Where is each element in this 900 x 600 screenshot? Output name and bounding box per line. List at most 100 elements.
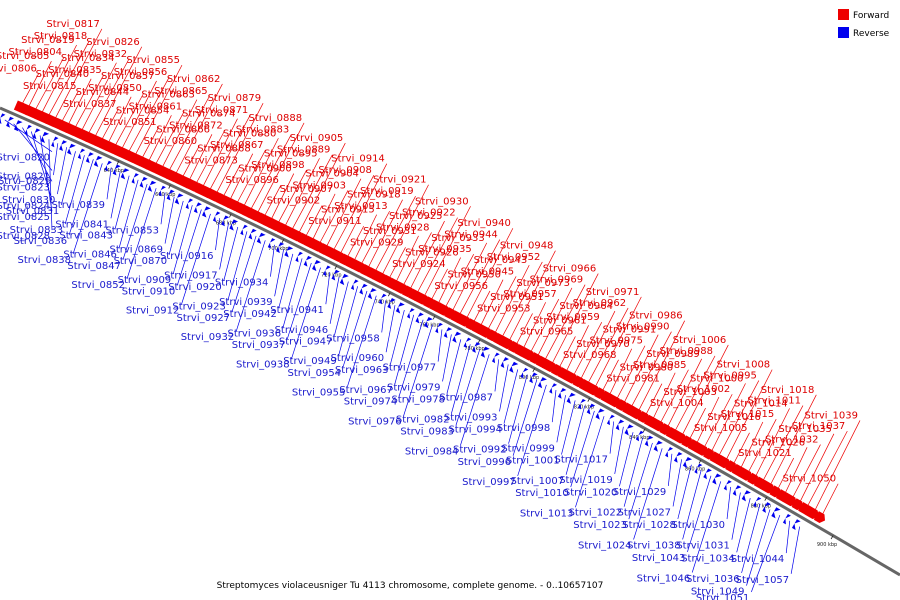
forward-gene-label[interactable]: Strvi_0879: [208, 93, 262, 104]
forward-gene-label[interactable]: Strvi_0804: [8, 47, 62, 58]
forward-gene-label[interactable]: Strvi_0867: [210, 140, 264, 151]
forward-gene-label[interactable]: Strvi_1000: [690, 373, 744, 384]
reverse-gene-label[interactable]: Strvi_0823: [0, 182, 50, 193]
reverse-gene-label[interactable]: Strvi_0828: [0, 231, 50, 242]
forward-gene-label[interactable]: Strvi_0921: [373, 175, 427, 186]
forward-gene-label[interactable]: Strvi_0991: [603, 325, 657, 336]
forward-gene-label[interactable]: Strvi_0980: [620, 363, 674, 374]
forward-gene-label[interactable]: Strvi_0948: [500, 241, 554, 252]
reverse-gene-label[interactable]: Strvi_0836: [14, 236, 68, 247]
reverse-gene-label[interactable]: Strvi_0994: [448, 425, 502, 436]
forward-gene-label[interactable]: Strvi_0862: [167, 74, 221, 85]
forward-gene-label[interactable]: Strvi_1026: [752, 437, 806, 448]
forward-gene-label[interactable]: Strvi_0962: [573, 298, 627, 309]
reverse-gene-label[interactable]: Strvi_0934: [215, 278, 269, 289]
forward-gene-label[interactable]: Strvi_1002: [677, 384, 731, 395]
reverse-gene-label[interactable]: Strvi_0947: [279, 337, 333, 348]
forward-gene-label[interactable]: Strvi_0805: [0, 51, 49, 62]
reverse-gene-label[interactable]: Strvi_0825: [0, 212, 50, 223]
reverse-gene-label[interactable]: Strvi_1023: [573, 520, 627, 531]
reverse-gene-label[interactable]: Strvi_0909: [118, 275, 172, 286]
reverse-gene-label[interactable]: Strvi_0946: [275, 325, 329, 336]
forward-gene-label[interactable]: Strvi_0924: [392, 259, 446, 270]
forward-gene-label[interactable]: Strvi_0933: [431, 233, 485, 244]
forward-gene-label[interactable]: Strvi_0860: [144, 136, 198, 147]
reverse-gene-label[interactable]: Strvi_0841: [55, 219, 109, 230]
forward-gene-label[interactable]: Strvi_0818: [34, 31, 88, 42]
reverse-gene-label[interactable]: Strvi_1043: [632, 553, 686, 564]
forward-gene-label[interactable]: Strvi_0844: [76, 87, 130, 98]
forward-gene-label[interactable]: Strvi_0957: [503, 289, 557, 300]
forward-gene-label[interactable]: Strvi_0900: [238, 164, 292, 175]
forward-gene-label[interactable]: Strvi_0969: [530, 275, 584, 286]
forward-gene-label[interactable]: Strvi_0971: [586, 287, 640, 298]
forward-gene-label[interactable]: Strvi_0866: [156, 124, 210, 135]
forward-gene-label[interactable]: Strvi_0995: [703, 371, 757, 382]
reverse-gene-label[interactable]: Strvi_0958: [326, 333, 380, 344]
forward-gene-label[interactable]: Strvi_0835: [48, 65, 102, 76]
forward-gene-label[interactable]: Strvi_0834: [61, 53, 115, 64]
reverse-gene-label[interactable]: Strvi_0942: [223, 309, 277, 320]
reverse-gene-label[interactable]: Strvi_1031: [676, 541, 730, 552]
forward-gene-label[interactable]: Strvi_0880: [223, 128, 277, 139]
reverse-gene-label[interactable]: Strvi_0820: [0, 153, 50, 164]
forward-gene-label[interactable]: Strvi_0883: [236, 125, 290, 136]
forward-gene-label[interactable]: Strvi_0863: [141, 90, 195, 101]
forward-gene-label[interactable]: Strvi_0817: [46, 19, 100, 30]
forward-gene-label[interactable]: Strvi_0988: [659, 346, 713, 357]
reverse-gene-label[interactable]: Strvi_0967: [339, 385, 393, 396]
reverse-gene-label[interactable]: Strvi_1057: [736, 575, 790, 586]
forward-gene-label[interactable]: Strvi_1014: [734, 398, 788, 409]
reverse-gene-label[interactable]: Strvi_0939: [219, 297, 273, 308]
forward-gene-label[interactable]: Strvi_0826: [86, 37, 140, 48]
forward-gene-label[interactable]: Strvi_0950: [447, 270, 501, 281]
forward-gene-label[interactable]: Strvi_0961: [533, 315, 587, 326]
forward-gene-label[interactable]: Strvi_0945: [461, 266, 515, 277]
reverse-gene-label[interactable]: Strvi_0937: [232, 340, 286, 351]
forward-gene-label[interactable]: Strvi_0861: [129, 101, 183, 112]
forward-gene-label[interactable]: Strvi_0913: [334, 201, 388, 212]
forward-gene-label[interactable]: Strvi_0904: [305, 169, 359, 180]
forward-gene-label[interactable]: Strvi_0970: [576, 339, 630, 350]
reverse-gene-label[interactable]: Strvi_1046: [637, 574, 691, 585]
reverse-gene-label[interactable]: Strvi_0987: [439, 392, 493, 403]
reverse-gene-label[interactable]: Strvi_1038: [627, 540, 681, 551]
forward-gene-label[interactable]: Strvi_0856: [114, 67, 168, 78]
forward-gene-label[interactable]: Strvi_0935: [418, 244, 472, 255]
forward-gene-label[interactable]: Strvi_0965: [520, 326, 574, 337]
reverse-gene-label[interactable]: Strvi_1010: [515, 488, 569, 499]
reverse-gene-label[interactable]: Strvi_0949: [283, 356, 337, 367]
reverse-gene-label[interactable]: Strvi_0917: [164, 270, 218, 281]
reverse-gene-label[interactable]: Strvi_0997: [462, 477, 516, 488]
forward-gene-label[interactable]: Strvi_0973: [516, 278, 570, 289]
forward-gene-label[interactable]: Strvi_0888: [249, 113, 303, 124]
reverse-gene-label[interactable]: Strvi_0983: [400, 426, 454, 437]
forward-gene-label[interactable]: Strvi_1016: [707, 412, 761, 423]
forward-gene-label[interactable]: Strvi_1037: [792, 421, 846, 432]
reverse-gene-label[interactable]: Strvi_1051: [696, 593, 750, 600]
reverse-gene-label[interactable]: Strvi_0838: [18, 255, 72, 266]
reverse-gene-label[interactable]: Strvi_0993: [444, 412, 498, 423]
forward-gene-label[interactable]: Strvi_1006: [673, 335, 727, 346]
reverse-gene-label[interactable]: Strvi_0824: [0, 201, 50, 212]
forward-gene-label[interactable]: Strvi_0914: [331, 154, 385, 165]
forward-gene-label[interactable]: Strvi_1005: [694, 423, 748, 434]
reverse-gene-label[interactable]: Strvi_1020: [564, 487, 618, 498]
forward-gene-label[interactable]: Strvi_0865: [154, 86, 208, 97]
forward-gene-label[interactable]: Strvi_0907: [280, 184, 334, 195]
forward-gene-label[interactable]: Strvi_0873: [184, 155, 238, 166]
forward-gene-label[interactable]: Strvi_0868: [197, 144, 251, 155]
reverse-gene-label[interactable]: Strvi_0999: [501, 443, 555, 454]
forward-gene-label[interactable]: Strvi_0915: [321, 205, 375, 216]
forward-gene-label[interactable]: Strvi_0953: [477, 303, 531, 314]
forward-gene-label[interactable]: Strvi_0854: [116, 105, 170, 116]
reverse-gene-label[interactable]: Strvi_0996: [458, 457, 512, 468]
reverse-gene-label[interactable]: Strvi_1044: [731, 554, 785, 565]
forward-gene-label[interactable]: Strvi_0990: [616, 322, 670, 333]
forward-gene-label[interactable]: Strvi_0975: [589, 336, 643, 347]
forward-gene-label[interactable]: Strvi_1035: [778, 424, 832, 435]
forward-gene-label[interactable]: Strvi_0930: [415, 196, 469, 207]
reverse-gene-label[interactable]: Strvi_0870: [114, 256, 168, 267]
forward-gene-label[interactable]: Strvi_0964: [559, 301, 613, 312]
reverse-gene-label[interactable]: Strvi_0936: [228, 328, 282, 339]
